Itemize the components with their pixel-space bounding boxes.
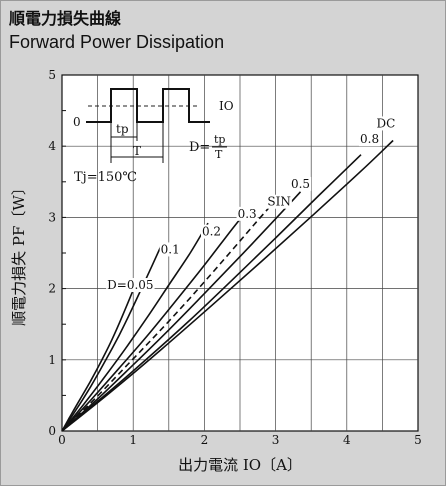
series-line [61,289,134,432]
chart-title-jp: 順電力損失曲線 [9,9,122,28]
pulse-waveform [86,88,210,123]
series-line [61,139,394,432]
inset-zero-label: 0 [73,115,81,129]
title-block: 順電力損失曲線 Forward Power Dissipation [9,9,224,53]
series-line [61,154,362,432]
duty-numerator: tp [214,133,225,146]
y-tick-label: 0 [48,424,56,438]
y-tick-label: 4 [48,139,56,153]
y-tick-label: 5 [48,68,56,82]
tj-condition: Tj=150℃ [74,170,137,185]
y-tick-label: 2 [48,282,56,296]
y-axis-title: 順電力損失 PF〔W〕 [10,180,28,326]
x-tick-label: 3 [272,433,280,447]
y-tick-label: 1 [48,353,56,367]
x-tick-label: 1 [129,433,137,447]
duty-label: D= [189,140,210,155]
series-label: SIN [267,195,290,209]
inset-t-label: T [133,144,141,158]
x-tick-label: 2 [201,433,209,447]
series-lines [61,139,394,432]
series-label-bg [159,242,181,257]
series-label: DC [377,116,396,130]
series-label-bg [289,176,312,191]
x-tick-label: 4 [343,433,351,447]
series-line [61,211,247,432]
x-axis-title: 出力電流 IO〔A〕 [178,456,302,474]
series-label-bg [236,206,258,221]
chart-title-en: Forward Power Dissipation [9,32,225,52]
inset-tp-label: tp [116,122,129,136]
series-line [61,195,280,432]
duty-denominator: T [215,148,223,161]
series-line [61,222,209,432]
series-label-bg [375,116,397,131]
pulse-inset: 0 IO tp T D= tp T Tj=150℃ [73,88,234,185]
series-label: 0.8 [360,132,379,146]
series-label-bg [359,132,381,147]
series-label: 0.5 [291,177,310,191]
x-tick-label: 5 [414,433,422,447]
series-label-bg [266,194,292,209]
series-label-bg [200,224,223,239]
inset-io-label: IO [219,99,234,113]
series-label: 0.3 [238,207,257,221]
y-tick-label: 3 [48,210,56,224]
x-tick-label: 0 [58,433,66,447]
series-label: 0.1 [161,242,180,256]
tick-labels: 0 1 2 3 4 5 0 1 2 3 4 5 [48,68,421,447]
series-line [61,191,302,432]
series-label-bg [106,278,155,293]
series-label: 0.2 [202,225,221,239]
series-label: D=0.05 [107,278,153,292]
